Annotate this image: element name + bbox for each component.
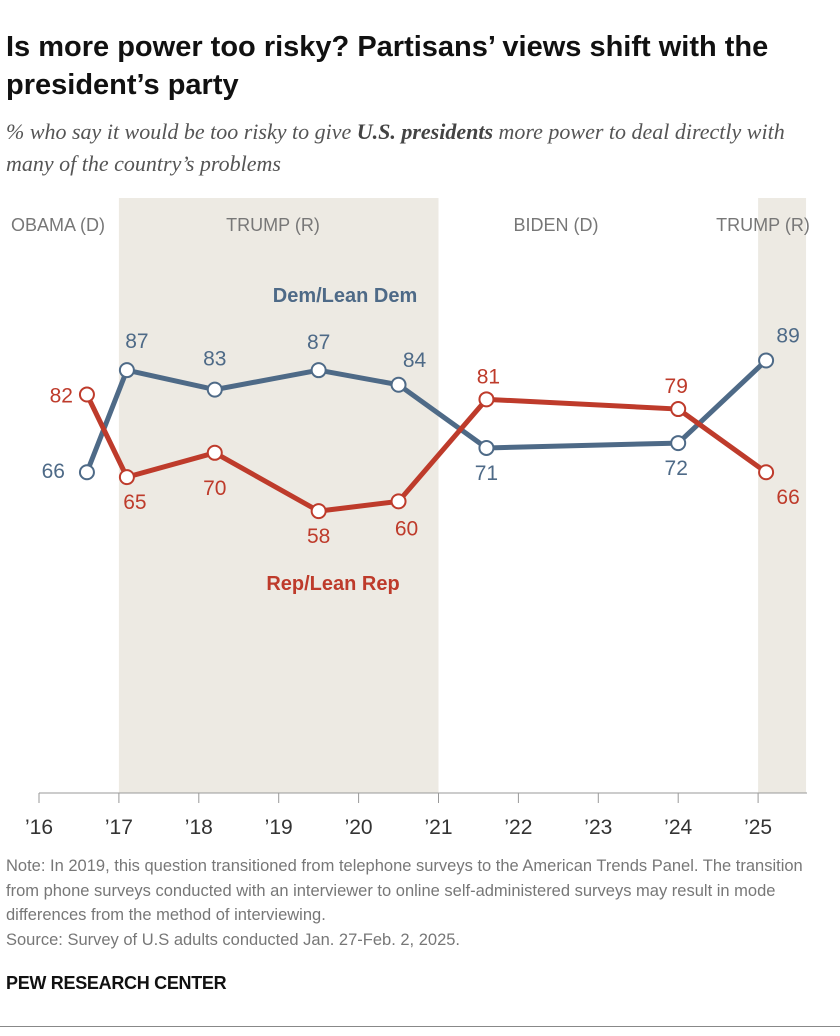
chart-note: Note: In 2019, this question transitione… — [6, 854, 826, 952]
data-label: 89 — [776, 324, 799, 347]
x-tick-label: ’16 — [25, 816, 53, 839]
series-line-rep — [84, 393, 768, 514]
period-label: OBAMA (D) — [11, 215, 105, 235]
data-point — [670, 435, 687, 452]
x-tick-label: ’23 — [584, 816, 612, 839]
series-label: Dem/Lean Dem — [273, 285, 418, 307]
period-label: TRUMP (R) — [716, 215, 810, 235]
x-tick-label: ’19 — [265, 816, 293, 839]
data-point — [758, 464, 775, 481]
data-point — [78, 386, 95, 403]
x-tick-label: ’24 — [664, 816, 692, 839]
data-point — [478, 391, 495, 408]
shaded-period-3 — [758, 198, 807, 793]
data-point — [478, 439, 495, 456]
data-point — [78, 464, 95, 481]
x-tick-label: ’25 — [744, 816, 772, 839]
data-label: 83 — [203, 348, 226, 371]
data-point — [310, 503, 327, 520]
subtitle-pre: % who say it would be too risky to give — [6, 119, 357, 144]
x-tick-label: ’22 — [504, 816, 532, 839]
data-label: 72 — [665, 457, 688, 480]
data-point — [118, 469, 135, 486]
data-label: 87 — [125, 330, 148, 353]
series-label: Rep/Lean Rep — [266, 573, 399, 595]
data-point — [206, 444, 223, 461]
data-label: 82 — [50, 384, 73, 407]
chart-title: Is more power too risky? Partisans’ view… — [6, 31, 769, 101]
data-point — [206, 381, 223, 398]
data-label: 66 — [776, 486, 799, 509]
bottom-divider — [0, 1026, 840, 1027]
pew-logo-text: PEW RESEARCH CENTER — [6, 973, 227, 993]
period-label: BIDEN (D) — [514, 215, 599, 235]
x-tick-label: ’21 — [424, 816, 452, 839]
data-point — [670, 401, 687, 418]
chart-subtitle: % who say it would be too risky to give … — [6, 116, 826, 180]
data-label: 79 — [665, 375, 688, 398]
data-point — [310, 362, 327, 379]
data-label: 84 — [403, 349, 427, 372]
x-tick-label: ’17 — [105, 816, 133, 839]
data-label: 65 — [123, 491, 146, 514]
data-label: 60 — [395, 517, 418, 540]
data-label: 58 — [307, 525, 330, 548]
data-label: 70 — [203, 477, 226, 500]
series-line-dem — [84, 358, 768, 474]
data-label: 66 — [42, 460, 65, 483]
data-point — [390, 376, 407, 393]
subtitle-bold: U.S. presidents — [356, 119, 494, 144]
data-point — [390, 493, 407, 510]
shaded-period-1 — [118, 198, 439, 793]
period-label: TRUMP (R) — [226, 215, 320, 235]
data-label: 87 — [307, 331, 330, 354]
x-tick-label: ’20 — [345, 816, 373, 839]
subtitle-post: more power to deal directly with many of… — [6, 119, 785, 176]
data-point — [758, 352, 775, 369]
line-chart: OBAMA (D) TRUMP (R) BIDEN (D) TRUMP (R) ’16 ’… — [11, 198, 810, 839]
note-text: Note: In 2019, this question transitione… — [6, 857, 803, 924]
source-text: Source: Survey of U.S adults conducted J… — [6, 930, 461, 949]
data-label: 81 — [477, 365, 500, 388]
data-point — [118, 362, 135, 379]
data-label: 71 — [475, 462, 498, 485]
x-tick-label: ’18 — [185, 816, 213, 839]
